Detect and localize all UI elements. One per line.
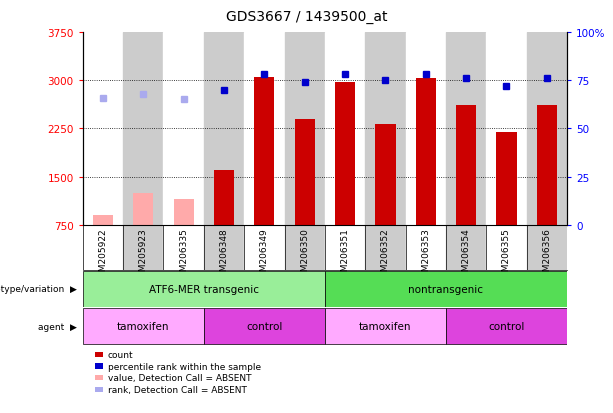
Bar — [527, 225, 567, 271]
Text: GSM206355: GSM206355 — [502, 227, 511, 282]
Text: tamoxifen: tamoxifen — [359, 321, 412, 331]
Bar — [164, 33, 204, 225]
Bar — [497, 132, 517, 225]
Bar — [123, 33, 164, 225]
Bar — [284, 225, 325, 271]
Text: agent  ▶: agent ▶ — [38, 322, 77, 331]
Bar — [83, 225, 123, 271]
Bar — [486, 33, 527, 225]
Text: GSM206351: GSM206351 — [341, 227, 349, 282]
Bar — [83, 33, 123, 225]
Bar — [375, 125, 395, 225]
Bar — [365, 33, 406, 225]
Bar — [204, 309, 325, 344]
Bar — [325, 225, 365, 271]
Bar — [123, 225, 164, 271]
Text: nontransgenic: nontransgenic — [408, 284, 484, 294]
Bar — [133, 193, 153, 225]
Bar — [164, 225, 204, 271]
Bar — [527, 33, 567, 225]
Bar — [214, 171, 234, 225]
Bar — [284, 33, 325, 225]
Bar — [406, 33, 446, 225]
Text: control: control — [246, 321, 283, 331]
Text: GSM206354: GSM206354 — [462, 227, 471, 282]
Text: GSM206349: GSM206349 — [260, 227, 269, 282]
Bar — [93, 216, 113, 225]
Bar — [204, 225, 244, 271]
Text: rank, Detection Call = ABSENT: rank, Detection Call = ABSENT — [108, 385, 247, 394]
Text: tamoxifen: tamoxifen — [117, 321, 170, 331]
Bar — [295, 119, 315, 225]
Text: ATF6-MER transgenic: ATF6-MER transgenic — [149, 284, 259, 294]
Bar — [446, 225, 486, 271]
Text: GSM206348: GSM206348 — [219, 227, 229, 282]
Text: percentile rank within the sample: percentile rank within the sample — [108, 362, 261, 371]
Bar — [83, 309, 204, 344]
Text: GSM205922: GSM205922 — [99, 227, 107, 282]
Bar — [446, 309, 567, 344]
Bar — [537, 105, 557, 225]
Bar — [325, 309, 446, 344]
Text: control: control — [489, 321, 525, 331]
Bar — [244, 33, 284, 225]
Bar — [456, 105, 476, 225]
Bar — [325, 271, 567, 307]
Bar — [254, 78, 275, 225]
Text: GSM206350: GSM206350 — [300, 227, 309, 282]
Bar — [244, 225, 284, 271]
Bar — [83, 271, 325, 307]
Bar — [486, 225, 527, 271]
Text: GSM206335: GSM206335 — [179, 227, 188, 282]
Text: GSM206353: GSM206353 — [421, 227, 430, 282]
Bar — [325, 33, 365, 225]
Bar — [416, 79, 436, 225]
Text: GSM206356: GSM206356 — [543, 227, 551, 282]
Text: genotype/variation  ▶: genotype/variation ▶ — [0, 285, 77, 294]
Bar — [406, 225, 446, 271]
Text: GSM206352: GSM206352 — [381, 227, 390, 282]
Bar — [446, 33, 486, 225]
Text: value, Detection Call = ABSENT: value, Detection Call = ABSENT — [108, 373, 251, 382]
Bar — [173, 199, 194, 225]
Text: count: count — [108, 350, 134, 359]
Bar — [335, 82, 355, 225]
Text: GSM205923: GSM205923 — [139, 227, 148, 282]
Bar — [365, 225, 406, 271]
Bar — [204, 33, 244, 225]
Text: GDS3667 / 1439500_at: GDS3667 / 1439500_at — [226, 10, 387, 24]
